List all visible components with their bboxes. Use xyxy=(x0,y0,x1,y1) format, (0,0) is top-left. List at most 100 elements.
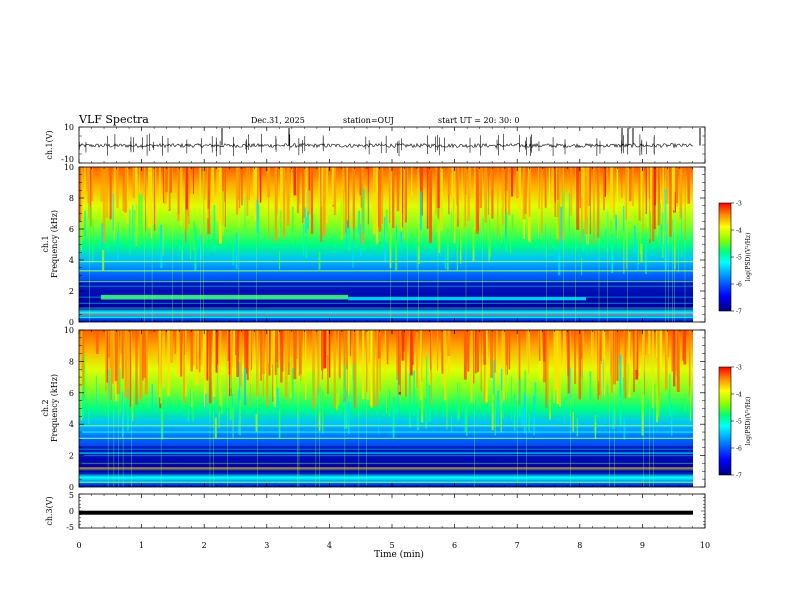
spectrogram-streak xyxy=(232,407,234,438)
spectrogram-streak xyxy=(544,167,547,208)
spectrogram-streak xyxy=(465,330,469,363)
spectrogram-streak xyxy=(519,378,521,417)
spectrogram-streak xyxy=(118,222,119,243)
spectrogram-streak xyxy=(441,200,443,231)
spectrogram-streak xyxy=(88,206,91,234)
spectrogram-streak xyxy=(135,330,138,405)
spectrogram-streak xyxy=(624,330,627,399)
spectrogram-streak xyxy=(421,384,424,423)
spectrogram-streak xyxy=(360,167,362,208)
spectrogram-streak xyxy=(428,385,431,422)
x-tick-label: 1 xyxy=(139,541,144,550)
spectrogram-streak xyxy=(283,167,285,240)
spectrogram-streak xyxy=(522,167,526,220)
ch3-wave-ylabel: ch.3(V) xyxy=(45,496,54,525)
spectrogram-streak xyxy=(218,411,220,429)
spectrogram-streak xyxy=(574,330,577,385)
spectrogram-streak xyxy=(217,364,218,398)
spectrogram-streak xyxy=(176,330,180,379)
spectrogram-streak xyxy=(656,167,658,236)
spectrogram-streak xyxy=(619,354,622,396)
spectrogram-streak xyxy=(273,397,275,414)
spectrogram-streak xyxy=(116,167,119,208)
spectrogram-streak xyxy=(159,167,161,198)
spectrogram-streak xyxy=(276,387,279,413)
waveform-ch3-trace xyxy=(79,510,693,515)
spectrogram-streak xyxy=(240,330,242,387)
spectrogram-streak xyxy=(79,167,81,223)
spectrogram-streak xyxy=(639,224,641,255)
spectrogram-streak xyxy=(511,167,514,197)
spectrogram-streak xyxy=(678,237,679,273)
spectrogram-streak xyxy=(494,394,496,436)
spectrogram-streak xyxy=(239,167,241,208)
spectrogram-streak xyxy=(405,330,407,397)
y-tick-label: 2 xyxy=(69,452,74,461)
spectrogram-streak xyxy=(657,167,660,226)
spectrogram-streak xyxy=(160,224,163,269)
spectrogram-streak xyxy=(534,382,537,405)
ch1-ytick-bottom: -10 xyxy=(61,155,74,164)
spectrogram-streak xyxy=(645,233,647,274)
spectrogram-line xyxy=(79,431,693,433)
spectrogram-streak xyxy=(558,250,561,276)
spectrogram-streak xyxy=(113,167,115,241)
spectrogram-streak xyxy=(127,330,130,400)
spectrogram-streak xyxy=(616,167,619,239)
spectrogram-streak xyxy=(549,380,551,420)
spectrogram-streak xyxy=(659,202,661,236)
spectrogram-streak xyxy=(475,167,479,234)
spectrogram-streak xyxy=(295,167,297,194)
spectrogram-streak xyxy=(124,330,128,398)
spectrogram-streak xyxy=(556,200,559,239)
spectrogram-lowband xyxy=(79,446,693,475)
spectrogram-streak xyxy=(656,382,658,423)
spectrogram-streak xyxy=(488,167,490,215)
spectrogram-streak xyxy=(180,167,183,226)
spectrogram-streak xyxy=(267,330,269,363)
spectrogram-streak xyxy=(367,192,369,236)
spectrogram-streak xyxy=(255,414,258,432)
spectrogram-streak xyxy=(133,210,136,232)
spectrogram-streak xyxy=(92,219,94,263)
spectrogram-streak xyxy=(276,362,278,396)
spectrogram-streak xyxy=(180,330,183,377)
spectrogram-streak xyxy=(239,399,241,436)
spectrogram-streak xyxy=(412,330,414,365)
spectrogram-streak xyxy=(569,367,572,400)
spectrogram-streak xyxy=(467,167,470,221)
spectrogram-streak xyxy=(597,167,600,238)
spectrogram-streak xyxy=(95,375,97,407)
spectrogram-streak xyxy=(262,330,264,397)
spectrogram-streak xyxy=(466,405,468,436)
spectrogram-streak xyxy=(501,209,502,243)
spectrogram-streak xyxy=(138,167,141,193)
spectrogram-streak xyxy=(278,330,280,361)
spectrogram-streak xyxy=(290,357,292,399)
spectrogram-streak xyxy=(331,167,335,205)
spectrogram-streak xyxy=(194,226,197,271)
spectrogram-streak xyxy=(273,330,276,408)
spectrogram-streak xyxy=(554,167,556,217)
spectrogram-streak xyxy=(329,330,331,378)
spectrogram-streak xyxy=(378,410,380,434)
spectrogram-streak xyxy=(400,231,402,250)
spectrogram-streak xyxy=(280,210,282,235)
spectrogram-streak xyxy=(385,209,388,236)
spectrogram-streak xyxy=(519,167,521,219)
spectrogram-streak xyxy=(279,251,281,270)
spectrogram-streak xyxy=(229,330,233,389)
spectrogram-streak xyxy=(687,167,690,204)
spectrogram-streak xyxy=(604,167,606,197)
spectrogram-streak xyxy=(600,330,601,402)
y-tick-label: 4 xyxy=(69,420,74,429)
x-tick-label: 6 xyxy=(452,541,457,550)
spectrogram-streak xyxy=(336,393,338,411)
spectrogram-streak xyxy=(299,330,302,375)
spectrogram-streak xyxy=(653,167,656,206)
spectrogram-streak xyxy=(567,330,570,394)
spectrogram-streak xyxy=(384,216,387,262)
spectrogram-streak xyxy=(190,388,191,415)
spectrogram-streak xyxy=(126,167,129,224)
spectrogram-streak xyxy=(381,167,384,224)
